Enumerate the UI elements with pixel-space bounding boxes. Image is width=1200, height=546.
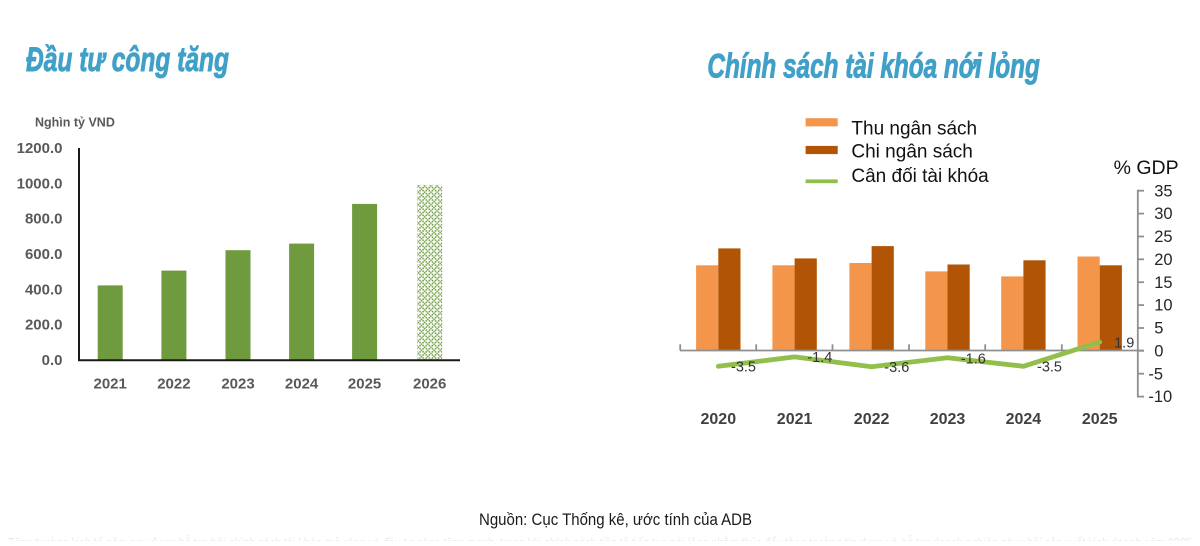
- svg-text:35: 35: [1154, 182, 1172, 200]
- svg-text:Nghìn tỷ VND: Nghìn tỷ VND: [35, 116, 115, 130]
- svg-text:Chính sách tài khóa nới lỏng: Chính sách tài khóa nới lỏng: [707, 48, 1040, 86]
- svg-text:600.0: 600.0: [25, 246, 63, 263]
- svg-text:2022: 2022: [157, 376, 190, 393]
- svg-text:-1.6: -1.6: [961, 351, 986, 367]
- svg-text:2025: 2025: [1082, 411, 1118, 428]
- svg-text:2022: 2022: [854, 411, 890, 428]
- svg-text:10: 10: [1154, 297, 1172, 315]
- svg-text:2021: 2021: [94, 376, 127, 393]
- svg-text:Tăng trưởng kinh tế năm nay đư: Tăng trưởng kinh tế năm nay được hỗ trợ …: [8, 535, 1192, 542]
- svg-text:-3.6: -3.6: [884, 360, 909, 376]
- svg-text:2025: 2025: [348, 376, 381, 393]
- svg-text:1000.0: 1000.0: [17, 175, 63, 192]
- svg-text:Đầu tư công tăng: Đầu tư công tăng: [26, 41, 229, 79]
- svg-text:0: 0: [1154, 342, 1163, 360]
- svg-text:30: 30: [1154, 205, 1172, 223]
- svg-text:2023: 2023: [930, 411, 966, 428]
- svg-text:Cân đối tài khóa: Cân đối tài khóa: [851, 166, 989, 187]
- svg-text:Nguồn: Cục Thống kê, ước tính: Nguồn: Cục Thống kê, ước tính của ADB: [479, 510, 752, 529]
- svg-text:-3.5: -3.5: [1037, 360, 1062, 376]
- svg-text:2023: 2023: [221, 376, 254, 393]
- svg-text:200.0: 200.0: [25, 317, 63, 334]
- svg-text:2026: 2026: [413, 376, 446, 393]
- svg-text:1.9: 1.9: [1114, 336, 1134, 352]
- svg-text:400.0: 400.0: [25, 281, 63, 298]
- svg-text:20: 20: [1154, 251, 1172, 269]
- svg-text:-3.5: -3.5: [731, 360, 756, 376]
- svg-text:5: 5: [1154, 320, 1163, 338]
- svg-text:2024: 2024: [285, 376, 319, 393]
- svg-text:Thu ngân sách: Thu ngân sách: [851, 119, 977, 140]
- svg-text:-5: -5: [1148, 365, 1163, 383]
- svg-text:-10: -10: [1148, 388, 1172, 406]
- svg-text:800.0: 800.0: [25, 211, 63, 228]
- svg-text:2020: 2020: [701, 411, 737, 428]
- svg-text:Chi ngân sách: Chi ngân sách: [851, 142, 972, 163]
- svg-text:% GDP: % GDP: [1114, 157, 1179, 179]
- svg-text:2024: 2024: [1006, 411, 1042, 428]
- svg-text:15: 15: [1154, 274, 1172, 292]
- svg-text:0.0: 0.0: [42, 352, 63, 369]
- svg-text:2021: 2021: [777, 411, 813, 428]
- svg-text:25: 25: [1154, 228, 1172, 246]
- svg-text:1200.0: 1200.0: [17, 140, 63, 157]
- svg-text:-1.4: -1.4: [807, 350, 832, 366]
